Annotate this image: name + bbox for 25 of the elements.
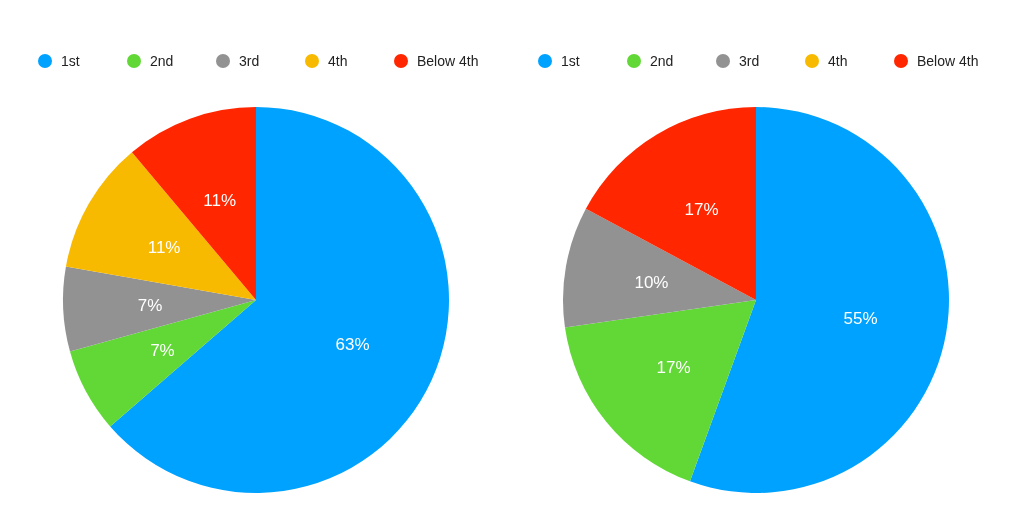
data-label: 17% (656, 357, 691, 377)
legend-label: 2nd (150, 53, 174, 69)
pie-slice (65, 152, 256, 300)
pie-slice (585, 107, 756, 300)
pie-slice (564, 300, 756, 482)
data-label: 11% (147, 237, 181, 257)
legend-label: Below 4th (917, 53, 979, 69)
data-label: 7% (150, 341, 175, 361)
data-label: 17% (684, 199, 719, 219)
data-label: 10% (634, 272, 669, 292)
pie-slice (110, 107, 449, 493)
data-label: 7% (137, 296, 163, 316)
legend-label: 1st (61, 53, 80, 69)
pie-slice (131, 107, 256, 300)
legend-label: 3rd (239, 53, 260, 69)
data-label: 55% (843, 309, 878, 329)
legend-label: 3rd (739, 53, 760, 69)
data-label: 63% (335, 335, 370, 355)
legend-label: 2nd (650, 53, 674, 69)
legend-label: 1st (561, 53, 580, 69)
data-label: 11% (203, 191, 237, 211)
legend-label: 4th (328, 53, 348, 69)
legend-label: 4th (828, 53, 848, 69)
legend-label: Below 4th (417, 53, 479, 69)
pie-slice (69, 300, 256, 427)
